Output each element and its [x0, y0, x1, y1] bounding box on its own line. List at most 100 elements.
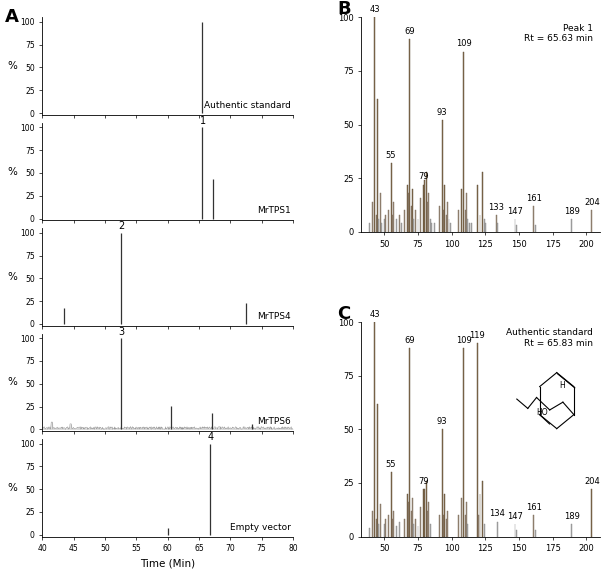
Bar: [534, 530, 536, 537]
Text: MrTPS4: MrTPS4: [257, 312, 290, 321]
Bar: [415, 519, 416, 537]
Y-axis label: %: %: [7, 167, 17, 177]
Text: 2: 2: [118, 222, 124, 231]
Text: 134: 134: [490, 509, 505, 518]
Text: Peak 1
Rt = 65.63 min: Peak 1 Rt = 65.63 min: [524, 24, 593, 43]
Text: Authentic standard
Rt = 65.83 min: Authentic standard Rt = 65.83 min: [506, 328, 593, 348]
Bar: [477, 185, 478, 232]
Bar: [591, 489, 592, 537]
Bar: [482, 481, 483, 537]
Bar: [380, 504, 381, 537]
Y-axis label: %: %: [7, 272, 17, 282]
Text: 1: 1: [200, 116, 206, 126]
Bar: [466, 502, 467, 537]
Bar: [443, 515, 444, 537]
Bar: [390, 472, 391, 537]
Bar: [404, 519, 405, 537]
Text: 79: 79: [418, 173, 428, 182]
Bar: [447, 202, 448, 232]
Bar: [412, 498, 413, 537]
Bar: [478, 515, 479, 537]
Text: 43: 43: [370, 5, 380, 14]
Bar: [424, 489, 425, 537]
Bar: [446, 215, 447, 232]
Text: 3: 3: [118, 327, 124, 337]
Bar: [516, 226, 517, 232]
Bar: [444, 185, 445, 232]
Text: 93: 93: [437, 108, 448, 117]
Bar: [458, 211, 459, 232]
Bar: [369, 528, 370, 537]
Bar: [443, 211, 444, 232]
Bar: [425, 481, 427, 537]
Text: 93: 93: [437, 417, 448, 426]
Bar: [471, 223, 472, 232]
Y-axis label: %: %: [7, 377, 17, 387]
Bar: [385, 519, 386, 537]
Bar: [533, 206, 534, 232]
Y-axis label: %: %: [7, 61, 17, 71]
Bar: [514, 219, 516, 232]
Bar: [497, 522, 498, 537]
Bar: [450, 223, 451, 232]
Bar: [393, 511, 394, 537]
Bar: [378, 524, 379, 537]
Bar: [384, 219, 385, 232]
Bar: [407, 494, 408, 537]
Text: MrTPS6: MrTPS6: [257, 417, 290, 426]
Bar: [385, 215, 386, 232]
Text: B: B: [338, 0, 351, 18]
Bar: [479, 494, 481, 537]
Bar: [408, 502, 409, 537]
Bar: [466, 193, 467, 232]
Bar: [461, 189, 462, 232]
Bar: [380, 193, 381, 232]
Text: 55: 55: [386, 151, 396, 160]
Bar: [444, 494, 445, 537]
Bar: [407, 185, 408, 232]
Bar: [447, 511, 448, 537]
Text: 109: 109: [456, 39, 471, 48]
Bar: [442, 121, 443, 232]
Bar: [423, 185, 424, 232]
Bar: [423, 489, 424, 537]
Text: 147: 147: [507, 512, 523, 520]
Bar: [430, 524, 431, 537]
Bar: [413, 219, 415, 232]
Bar: [369, 223, 370, 232]
Bar: [516, 530, 517, 537]
Bar: [378, 219, 379, 232]
Text: 4: 4: [207, 432, 213, 442]
Bar: [420, 197, 421, 232]
Bar: [431, 223, 432, 232]
Text: 204: 204: [584, 198, 600, 207]
Text: Authentic standard: Authentic standard: [204, 101, 290, 110]
Text: 119: 119: [470, 331, 485, 340]
Bar: [428, 502, 429, 537]
Text: MrTPS1: MrTPS1: [257, 207, 290, 215]
Text: A: A: [5, 8, 19, 25]
Bar: [376, 215, 377, 232]
Bar: [534, 226, 536, 232]
Bar: [427, 511, 428, 537]
Bar: [418, 219, 419, 232]
Bar: [404, 211, 405, 232]
Bar: [467, 219, 468, 232]
Text: Empty vector: Empty vector: [230, 523, 290, 532]
Bar: [390, 163, 391, 232]
Text: C: C: [338, 305, 351, 323]
Bar: [392, 215, 393, 232]
Y-axis label: %: %: [7, 483, 17, 493]
Bar: [388, 211, 389, 232]
Bar: [467, 524, 468, 537]
Bar: [377, 403, 378, 537]
Bar: [413, 524, 415, 537]
Bar: [415, 211, 416, 232]
Text: 147: 147: [507, 207, 523, 216]
Text: 69: 69: [405, 27, 415, 36]
Text: 109: 109: [456, 336, 471, 344]
Text: 189: 189: [564, 512, 579, 520]
Bar: [439, 515, 440, 537]
Text: 55: 55: [386, 460, 396, 469]
Bar: [485, 223, 486, 232]
